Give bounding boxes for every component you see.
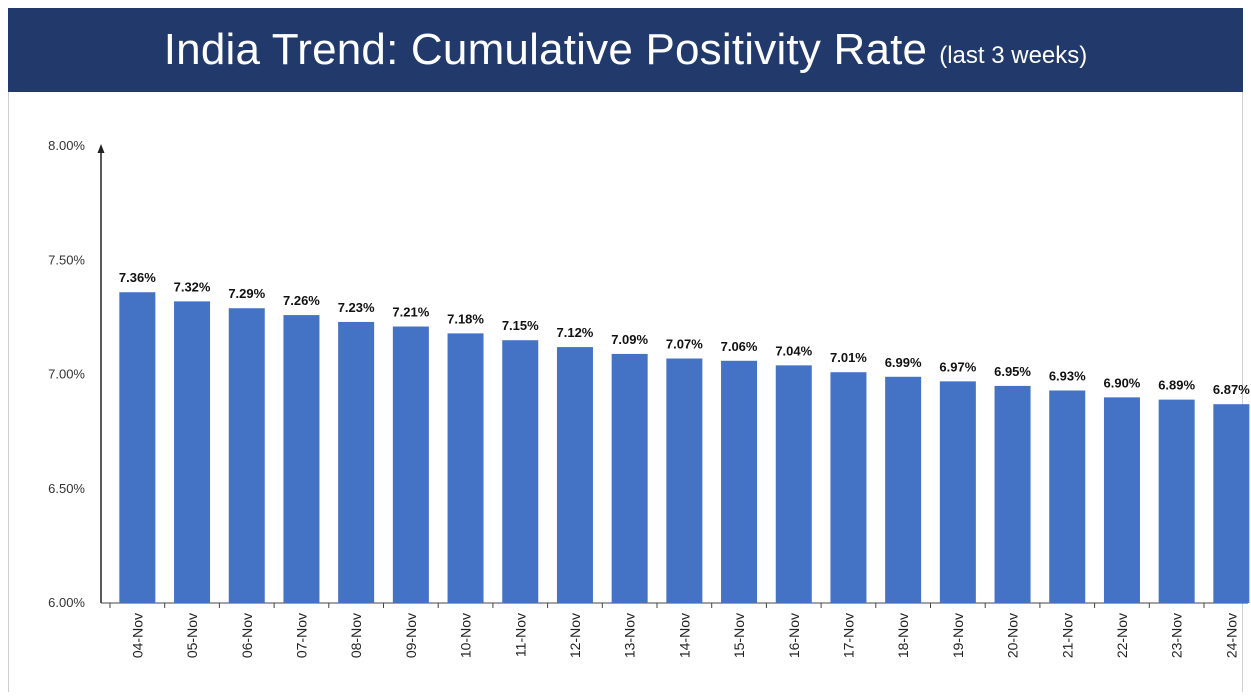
frame-right-border bbox=[1242, 92, 1243, 692]
frame-left-border bbox=[8, 92, 9, 692]
chart-subtitle: (last 3 weeks) bbox=[939, 42, 1088, 69]
x-tick-label: 10-Nov bbox=[458, 613, 474, 658]
bar bbox=[392, 326, 429, 603]
x-tick-label: 23-Nov bbox=[1169, 613, 1185, 658]
data-label: 6.97% bbox=[939, 359, 976, 374]
data-label: 6.87% bbox=[1213, 382, 1250, 397]
x-tick-label: 12-Nov bbox=[567, 613, 583, 658]
chart-title-banner: India Trend: Cumulative Positivity Rate … bbox=[8, 8, 1243, 92]
x-tick-label: 24-Nov bbox=[1223, 613, 1239, 658]
x-tick-label: 20-Nov bbox=[1005, 613, 1021, 658]
y-tick-label: 6.00% bbox=[48, 595, 85, 610]
bar bbox=[611, 353, 648, 603]
bar bbox=[119, 292, 156, 603]
bar bbox=[1049, 390, 1086, 603]
data-label: 6.89% bbox=[1158, 378, 1195, 393]
y-tick-label: 7.50% bbox=[48, 252, 85, 267]
data-label: 6.99% bbox=[885, 355, 922, 370]
x-tick-label: 16-Nov bbox=[786, 613, 802, 658]
bar bbox=[775, 365, 812, 603]
bar bbox=[939, 381, 976, 603]
data-label: 7.09% bbox=[611, 332, 648, 347]
data-label: 7.21% bbox=[392, 305, 429, 320]
data-label: 6.90% bbox=[1104, 375, 1141, 390]
bar bbox=[228, 308, 265, 603]
x-tick-label: 13-Nov bbox=[622, 613, 638, 658]
x-tick-label: 09-Nov bbox=[403, 613, 419, 658]
bar bbox=[1158, 399, 1195, 603]
x-tick-label: 07-Nov bbox=[293, 613, 309, 658]
x-tick-label: 15-Nov bbox=[731, 613, 747, 658]
x-tick-label: 19-Nov bbox=[950, 613, 966, 658]
x-tick-label: 04-Nov bbox=[129, 613, 145, 658]
data-label: 7.29% bbox=[228, 286, 265, 301]
x-tick-label: 17-Nov bbox=[840, 613, 856, 658]
bar bbox=[338, 321, 375, 603]
x-tick-label: 08-Nov bbox=[348, 613, 364, 658]
data-label: 6.95% bbox=[994, 364, 1031, 379]
data-label: 7.36% bbox=[119, 270, 156, 285]
data-label: 7.32% bbox=[174, 279, 211, 294]
data-label: 7.07% bbox=[666, 337, 703, 352]
bar bbox=[1103, 397, 1140, 603]
data-label: 7.06% bbox=[721, 339, 758, 354]
y-tick-label: 8.00% bbox=[48, 138, 85, 153]
bar bbox=[502, 340, 539, 603]
bar bbox=[556, 347, 593, 603]
x-tick-label: 22-Nov bbox=[1114, 613, 1130, 658]
data-label: 7.23% bbox=[338, 300, 375, 315]
x-tick-label: 21-Nov bbox=[1059, 613, 1075, 658]
y-tick-label: 7.00% bbox=[48, 367, 85, 382]
data-label: 7.18% bbox=[447, 311, 484, 326]
bar bbox=[447, 333, 484, 603]
data-label: 7.04% bbox=[775, 343, 812, 358]
bar bbox=[283, 315, 320, 603]
x-tick-label: 11-Nov bbox=[512, 613, 528, 657]
data-label: 7.26% bbox=[283, 293, 320, 308]
bar bbox=[721, 360, 758, 603]
data-label: 6.93% bbox=[1049, 368, 1086, 383]
bar bbox=[994, 385, 1031, 603]
bar bbox=[666, 358, 703, 603]
data-label: 7.01% bbox=[830, 350, 867, 365]
bar bbox=[830, 372, 867, 603]
bar bbox=[1213, 404, 1250, 603]
y-axis-arrow bbox=[97, 144, 105, 153]
chart-title: India Trend: Cumulative Positivity Rate bbox=[163, 25, 928, 74]
x-tick-label: 14-Nov bbox=[676, 613, 692, 658]
bar bbox=[885, 376, 922, 603]
x-tick-label: 06-Nov bbox=[239, 613, 255, 658]
x-tick-label: 18-Nov bbox=[895, 613, 911, 658]
data-label: 7.12% bbox=[557, 325, 594, 340]
bar bbox=[174, 301, 211, 603]
y-tick-label: 6.50% bbox=[48, 481, 85, 496]
data-label: 7.15% bbox=[502, 318, 539, 333]
x-tick-label: 05-Nov bbox=[184, 613, 200, 658]
